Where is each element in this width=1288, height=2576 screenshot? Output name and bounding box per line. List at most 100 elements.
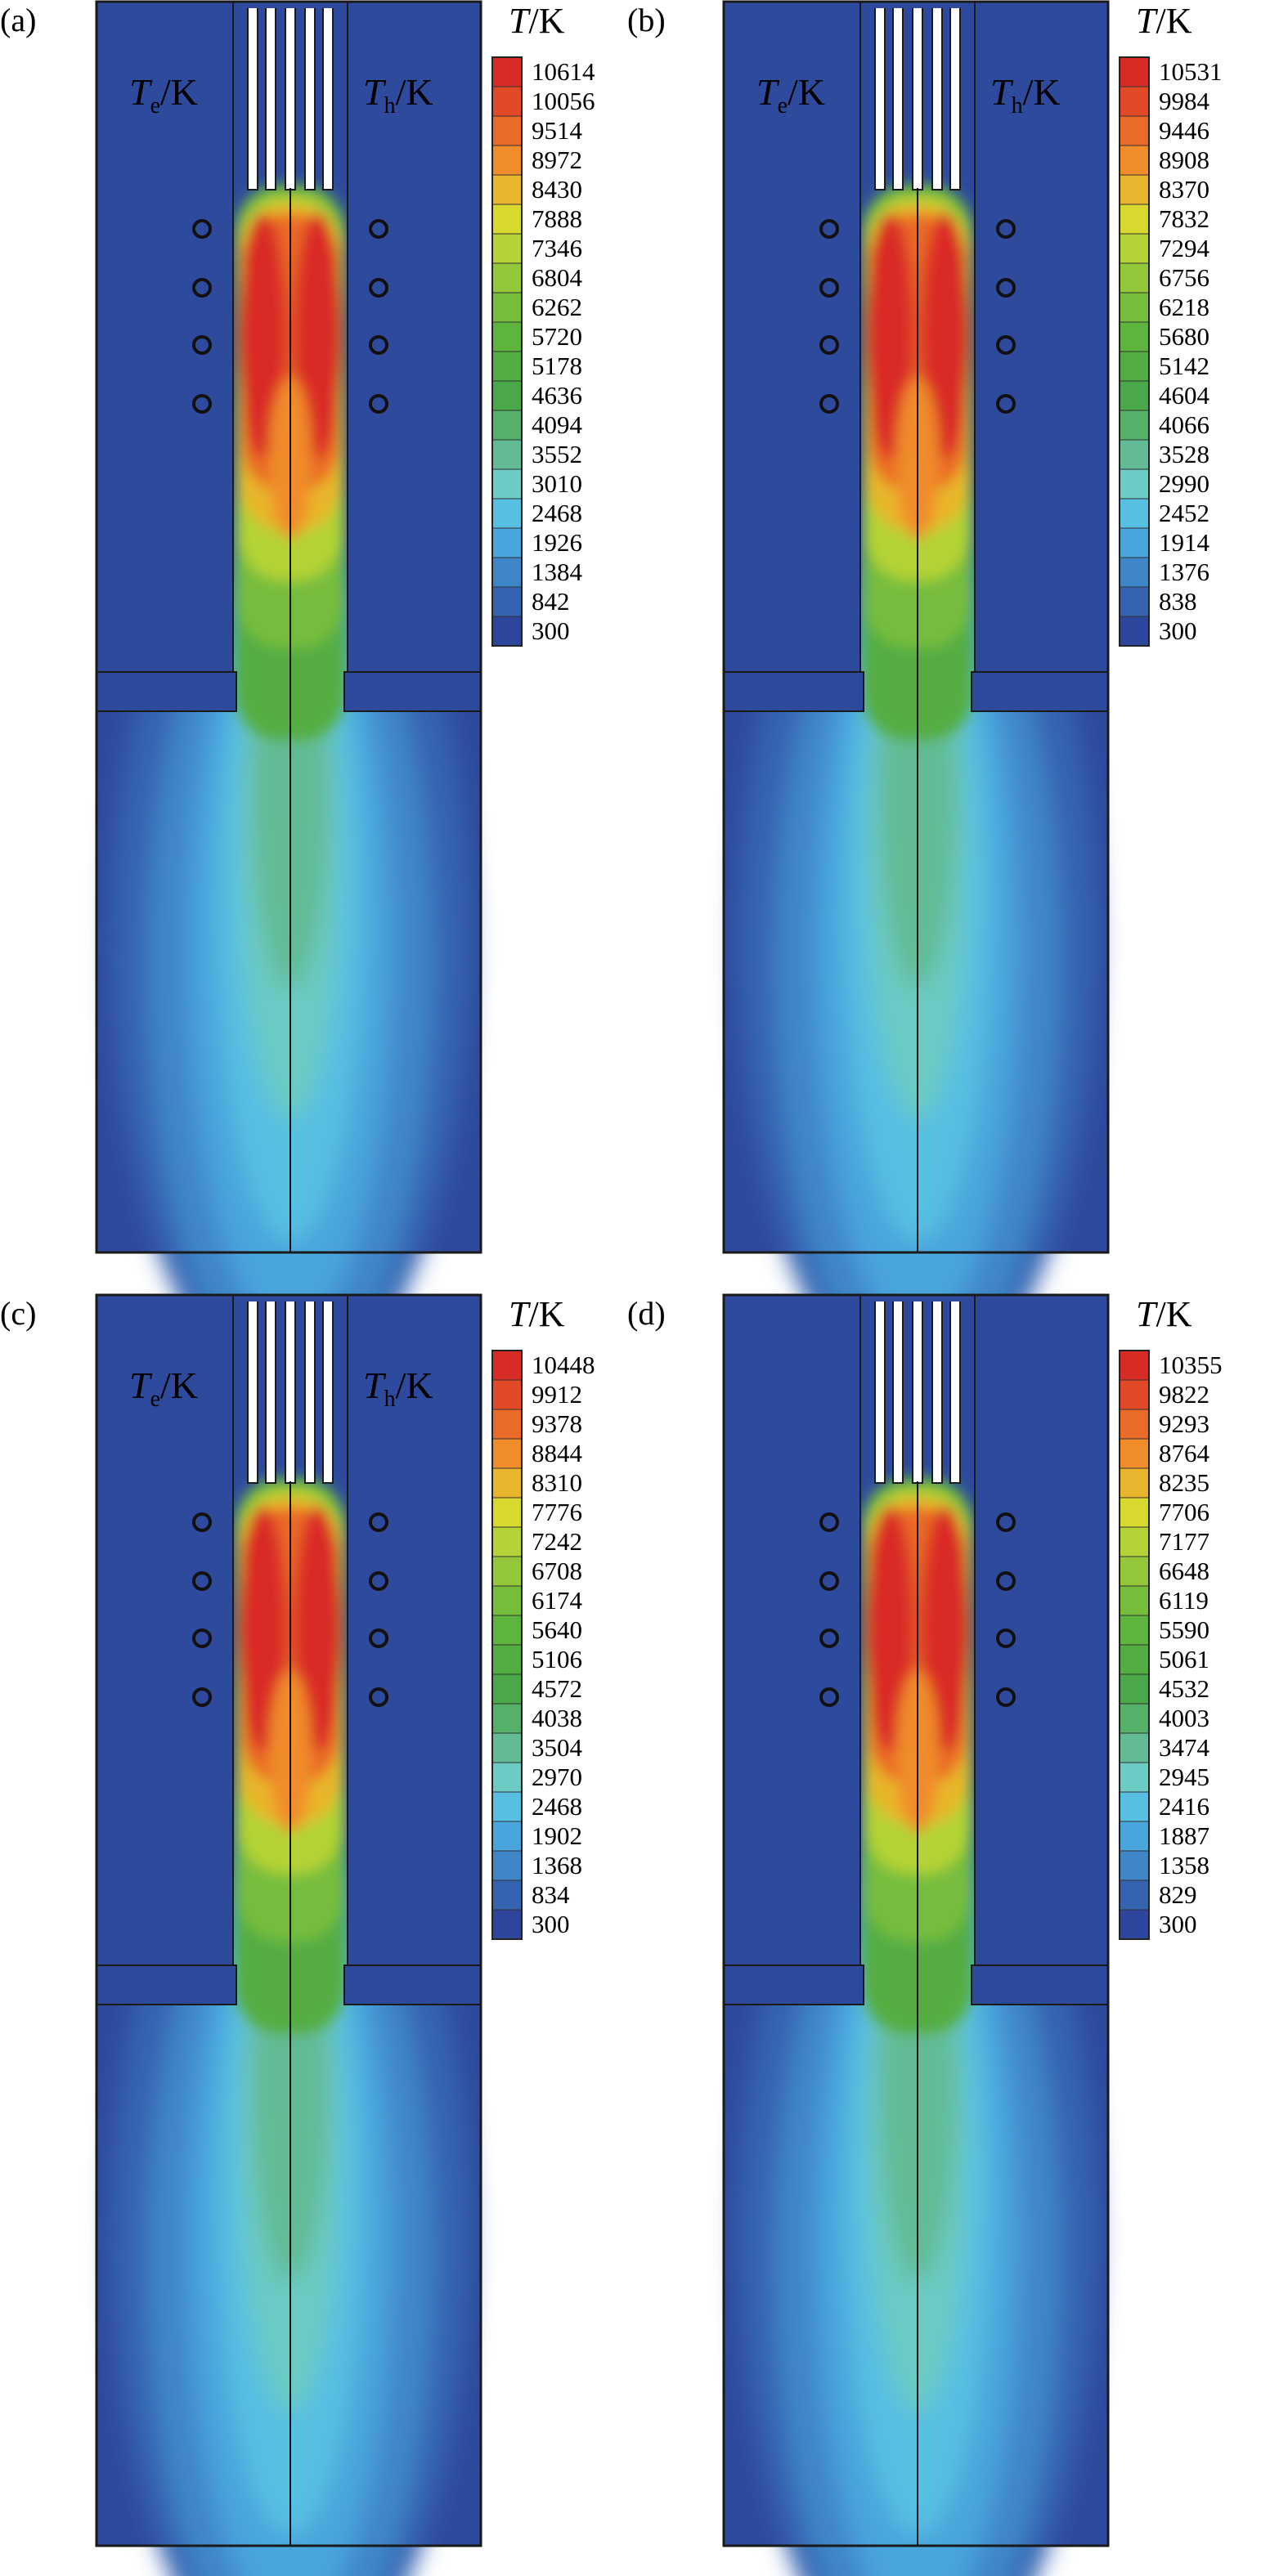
legend-swatch	[1119, 1379, 1150, 1410]
legend-tick-label: 9293	[1159, 1409, 1209, 1438]
torch-wall-right	[974, 1, 1109, 673]
legend-frame	[1119, 1350, 1150, 1940]
panel-letter: (d)	[627, 1295, 666, 1332]
coil-right-3	[996, 394, 1016, 414]
hot-lobe-right	[294, 1506, 343, 1751]
legend-tick-label: 2468	[532, 1792, 582, 1821]
domain-border	[95, 0, 482, 1254]
legend-swatch	[491, 439, 523, 470]
legend-swatch	[491, 86, 523, 117]
legend-tick-label: 5106	[532, 1645, 582, 1673]
coil-right-3	[369, 394, 388, 414]
legend-title: T/K	[509, 1294, 565, 1334]
torch-wall-left	[96, 1, 234, 673]
coil-right-0	[996, 219, 1016, 239]
legend-swatch	[491, 1409, 523, 1440]
coil-right-2	[996, 1628, 1016, 1648]
legend-tick-label: 2970	[532, 1763, 582, 1791]
legend-tick-label: 9984	[1159, 87, 1210, 115]
injector-tube-3	[931, 1294, 943, 1484]
legend-tick-label: 829	[1159, 1880, 1197, 1909]
legend-tick-label: 6648	[1159, 1557, 1209, 1585]
legend-tick-label: 8310	[532, 1468, 582, 1497]
legend-tick-label: 7346	[532, 234, 582, 262]
legend-swatch	[1119, 1762, 1150, 1793]
label-electron-temperature: Te/K	[129, 1364, 198, 1412]
legend-swatch	[491, 1615, 523, 1646]
legend-tick-label: 4094	[532, 410, 583, 439]
legend-tick-label: 1914	[1159, 528, 1210, 557]
legend-swatch	[491, 1732, 523, 1763]
torch-wall-left	[96, 1294, 234, 1966]
legend-swatch	[1119, 1409, 1150, 1440]
legend-frame	[491, 1350, 523, 1940]
legend-tick-label: 10448	[532, 1351, 595, 1379]
legend-tick-label: 6756	[1159, 263, 1209, 292]
flange-left	[723, 1964, 864, 2005]
legend-tick-label: 6708	[532, 1557, 582, 1585]
legend-swatch	[491, 1497, 523, 1528]
legend-tick-label: 2452	[1159, 499, 1209, 527]
injector-cap	[867, 1295, 968, 1301]
legend-swatch	[1119, 1673, 1150, 1705]
hot-lobe-left	[238, 1506, 287, 1751]
injector-tube-0	[874, 1294, 886, 1484]
color-legend: T/K 1053199849446890883707832729467566218…	[1119, 1, 1223, 647]
injector-tube-1	[265, 1294, 276, 1484]
legend-tick-label: 1376	[1159, 558, 1209, 586]
legend-tick-label: 1358	[1159, 1851, 1209, 1879]
coil-right-3	[996, 1687, 1016, 1707]
legend-swatch	[1119, 321, 1150, 352]
legend-tick-label: 7706	[1159, 1498, 1209, 1526]
legend-tick-label: 7177	[1159, 1527, 1209, 1556]
legend-swatch	[1119, 1644, 1150, 1675]
legend-tick-label: 300	[1159, 616, 1197, 645]
legend-swatch	[491, 616, 523, 647]
legend-swatch	[1119, 233, 1150, 264]
coil-left-3	[819, 394, 839, 414]
legend-swatch	[491, 498, 523, 529]
coil-left-1	[192, 1571, 212, 1591]
legend-title: T/K	[1136, 1, 1192, 41]
legend-tick-label: 9822	[1159, 1380, 1209, 1409]
legend-swatch	[1119, 174, 1150, 205]
induction-coils	[819, 1512, 1016, 1707]
injector-tube-4	[322, 1294, 334, 1484]
coil-left-0	[192, 1512, 212, 1532]
domain-border	[722, 0, 1110, 1254]
legend-swatch	[491, 1438, 523, 1469]
legend-swatch	[491, 410, 523, 441]
legend-tick-label: 9514	[532, 116, 583, 145]
coil-left-1	[819, 1571, 839, 1591]
legend-tick-label: 5680	[1159, 322, 1209, 351]
legend-swatch	[1119, 1497, 1150, 1528]
legend-tick-label: 2468	[532, 499, 582, 527]
legend-tick-label: 4003	[1159, 1704, 1209, 1732]
injector-tube-1	[892, 1, 904, 190]
legend-tick-label: 6119	[1159, 1586, 1209, 1615]
induction-coils	[192, 1512, 388, 1707]
injector-tube-1	[892, 1294, 904, 1484]
legend-swatch	[491, 1526, 523, 1557]
legend-swatch	[1119, 1703, 1150, 1734]
coil-right-0	[369, 219, 388, 239]
legend-swatch	[491, 1791, 523, 1822]
legend-tick-label: 1368	[532, 1851, 582, 1879]
legend-tick-label: 4532	[1159, 1674, 1209, 1703]
coil-right-1	[996, 278, 1016, 298]
legend-swatch	[1119, 380, 1150, 411]
legend-tick-label: 4572	[532, 1674, 582, 1703]
domain-border	[722, 1293, 1110, 2547]
legend-tick-label: 2945	[1159, 1763, 1209, 1791]
legend-tick-label: 8908	[1159, 146, 1209, 174]
injector-tube-4	[322, 1, 334, 190]
legend-swatch	[491, 468, 523, 500]
coil-left-2	[192, 335, 212, 355]
legend-title: T/K	[1136, 1294, 1192, 1334]
legend-swatch	[1119, 1850, 1150, 1881]
legend-tick-label: 7888	[532, 204, 582, 233]
label-heavy-temperature: Th/K	[363, 71, 433, 119]
legend-swatch	[491, 1821, 523, 1852]
legend-tick-label: 9378	[532, 1409, 582, 1438]
legend-tick-label: 2990	[1159, 469, 1209, 498]
